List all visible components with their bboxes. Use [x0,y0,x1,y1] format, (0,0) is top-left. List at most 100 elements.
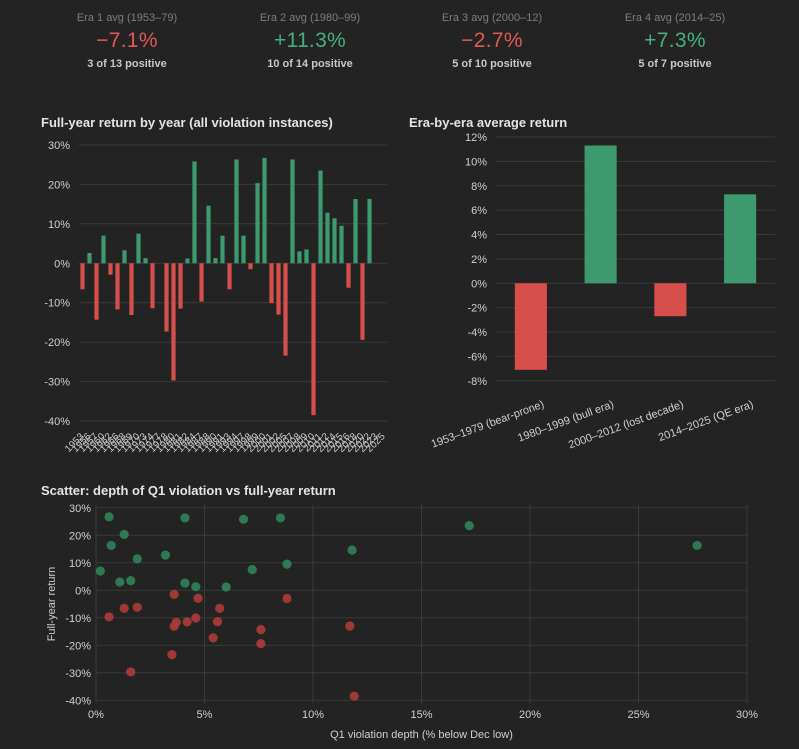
y-tick-label: -30% [65,668,91,680]
y-tick-label: -20% [65,640,91,652]
bar [129,263,134,315]
y-tick-label: -20% [44,337,70,349]
bar [185,258,190,264]
y-tick-label: 0% [471,278,487,290]
scatter-point [349,691,359,701]
scatter-point [256,639,266,649]
bar [276,263,281,315]
bar [584,145,617,284]
scatter-point [126,576,136,586]
bar [199,263,204,302]
stat-value: −7.1% [96,29,158,52]
bar [332,218,337,264]
y-tick-label: -40% [65,695,91,707]
x-tick-label: 5% [197,709,213,721]
bar [143,258,148,264]
y-tick-label: 0% [75,585,91,597]
bar [297,251,302,264]
y-tick-label: 4% [471,230,487,242]
y-tick-label: 2% [471,254,487,266]
bar [304,249,309,264]
scatter-point [132,554,142,564]
scatter-point [104,512,114,522]
y-tick-label: 12% [465,132,487,144]
y-tick-label: -30% [44,377,70,389]
scatter-point [464,521,474,531]
y-tick-label: 30% [48,140,70,152]
y-tick-label: 20% [69,530,91,542]
stat-subtext: 5 of 10 positive [452,58,532,70]
era-average-chart: 12% 10% 8% 6% 4% 2% 0% -2% -4% -6% -8% 1953–1979 (b… [430,132,775,451]
y-tick-label: 8% [471,181,487,193]
y-tick-label: 10% [69,558,91,570]
bar [213,258,218,264]
scatter-point [282,559,292,569]
stat-subtext: 5 of 7 positive [638,58,712,70]
scatter-point [247,565,257,575]
scatter-point [191,613,201,623]
bar [122,250,127,264]
scatter-chart-title: Scatter: depth of Q1 violation vs full-y… [41,483,336,498]
scatter-point [180,513,190,523]
scatter-point [95,566,105,576]
y-tick-label: -6% [467,351,487,363]
bar [311,263,316,416]
bar [283,263,288,356]
x-axis-label: Q1 violation depth (% below Dec low) [330,729,513,741]
bar [178,263,183,309]
scatter-point [119,603,129,614]
y-tick-label: 10% [48,219,70,231]
stat-era-1: Era 1 avg (1953–79) −7.1% 3 of 13 positi… [42,12,212,70]
stat-era-4: Era 4 avg (2014–25) +7.3% 5 of 7 positiv… [590,12,760,70]
bar [654,283,687,317]
bar [346,263,351,288]
scatter-point [275,513,286,523]
scatter-point [160,550,171,560]
scatter-point [215,603,225,614]
x-tick-label: 20% [519,709,541,721]
x-tick-label: 25% [627,709,649,721]
scatter-point [115,577,125,587]
scatter-point [238,514,249,524]
bar [360,263,365,340]
scatter-point [132,602,142,612]
scatter-point [104,612,114,622]
scatter-point [282,593,292,604]
bar [164,263,169,332]
scatter-point [169,589,179,599]
scatter-point [106,540,116,551]
scatter-point [347,545,357,555]
y-tick-label: -10% [65,613,91,625]
scatter-point [208,633,218,643]
bar [220,235,225,264]
bar [339,225,344,264]
bar [234,159,239,264]
y-tick-label: 10% [465,156,487,168]
y-tick-label: -8% [467,376,487,388]
y-tick-label: -40% [44,416,70,428]
y-tick-label: -2% [467,303,487,315]
y-tick-label: -4% [467,327,487,339]
scatter-point [126,667,136,677]
bar [101,235,106,264]
bar [87,253,92,264]
scatter-point [221,582,231,592]
yearly-return-chart: 30%20%10%0%-10%-20%-30%-40%1953195619571… [44,140,388,455]
yearly-chart-title: Full-year return by year (all violation … [41,115,333,130]
era-chart-title: Era-by-era average return [409,115,568,130]
stat-value: +7.3% [644,29,706,52]
scatter-point [119,529,129,540]
scatter-point [256,624,266,635]
stat-subtext: 3 of 13 positive [87,58,167,70]
bar [262,157,267,264]
y-tick-label: 0% [54,258,70,270]
bar [108,263,113,275]
bar [255,183,260,264]
scatter-point [345,621,355,631]
stat-era-2: Era 2 avg (1980–99) +11.3% 10 of 14 posi… [225,12,395,70]
bar [514,283,547,370]
stat-era-3: Era 3 avg (2000–12) −2.7% 5 of 10 positi… [407,12,577,70]
scatter-point [171,617,181,628]
bar [367,198,372,264]
stat-label: Era 1 avg (1953–79) [76,12,178,24]
